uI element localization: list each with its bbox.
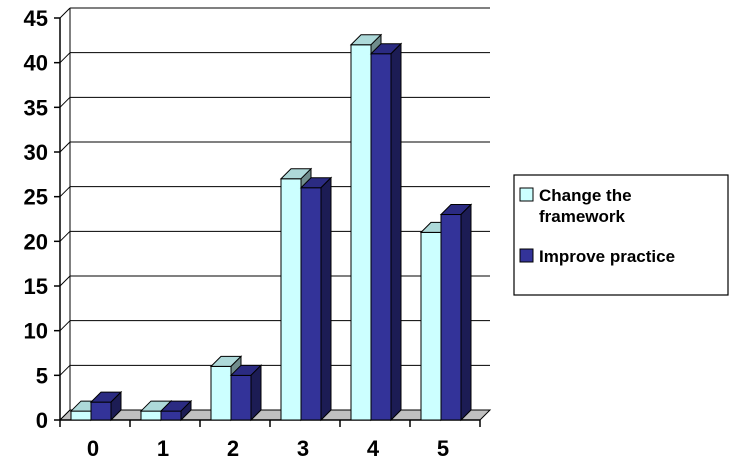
gridline-side: [59, 320, 71, 332]
x-tick-label: 0: [87, 436, 99, 461]
bar-front: [420, 231, 442, 421]
bar: [159, 399, 193, 422]
bar-front: [370, 53, 392, 421]
gridline-side: [59, 230, 71, 242]
bar-side: [180, 399, 192, 422]
bar: [299, 176, 333, 422]
bar-front: [440, 214, 462, 421]
x-tick-label: 1: [157, 436, 169, 461]
y-tick-label: 10: [24, 319, 48, 344]
gridline-side: [59, 275, 71, 287]
x-tick-label: 2: [227, 436, 239, 461]
bar-side: [390, 42, 402, 422]
bar-front: [160, 410, 182, 421]
legend-entry: Change the framework: [519, 186, 632, 226]
bar-side: [460, 203, 472, 422]
bar-front: [70, 410, 92, 421]
y-tick-label: 25: [24, 185, 48, 210]
bar: [89, 390, 123, 422]
bar-front: [350, 44, 372, 421]
y-tick-label: 30: [24, 140, 48, 165]
x-tick-label: 4: [367, 436, 380, 461]
legend-label: Change the: [539, 186, 632, 205]
legend-label: Improve practice: [539, 247, 675, 266]
legend-swatch: [519, 187, 534, 202]
bar: [369, 42, 403, 422]
bar-side: [250, 364, 262, 422]
bar-front: [230, 374, 252, 421]
legend: Change the framework Improve practice: [513, 174, 729, 296]
bars: [69, 33, 473, 422]
y-tick-label: 5: [36, 363, 48, 388]
y-tick-label: 40: [24, 51, 48, 76]
gridline-side: [59, 7, 71, 19]
gridline-side: [59, 186, 71, 198]
gridline-side: [59, 52, 71, 64]
gridline-side: [59, 96, 71, 108]
gridlines: [59, 7, 490, 421]
bar-front: [210, 365, 232, 421]
y-tick-label: 45: [24, 6, 48, 31]
legend-label: framework: [539, 207, 626, 226]
y-tick-label: 15: [24, 274, 48, 299]
y-tick-label: 0: [36, 408, 48, 433]
bar: [229, 364, 263, 422]
gridline-side: [59, 141, 71, 153]
y-tick-label: 20: [24, 229, 48, 254]
bar-front: [140, 410, 162, 421]
bar-front: [300, 187, 322, 421]
y-tick-label: 35: [24, 95, 48, 120]
legend-box: [513, 174, 729, 296]
legend-swatch: [519, 248, 534, 263]
gridline-side: [59, 364, 71, 376]
bar-front: [280, 178, 302, 421]
legend-entry: Improve practice: [519, 247, 675, 266]
bar-front: [90, 401, 112, 421]
x-tick-label: 3: [297, 436, 309, 461]
bar: [439, 203, 473, 422]
x-tick-label: 5: [437, 436, 449, 461]
bar-side: [110, 390, 122, 422]
bar-side: [320, 176, 332, 422]
